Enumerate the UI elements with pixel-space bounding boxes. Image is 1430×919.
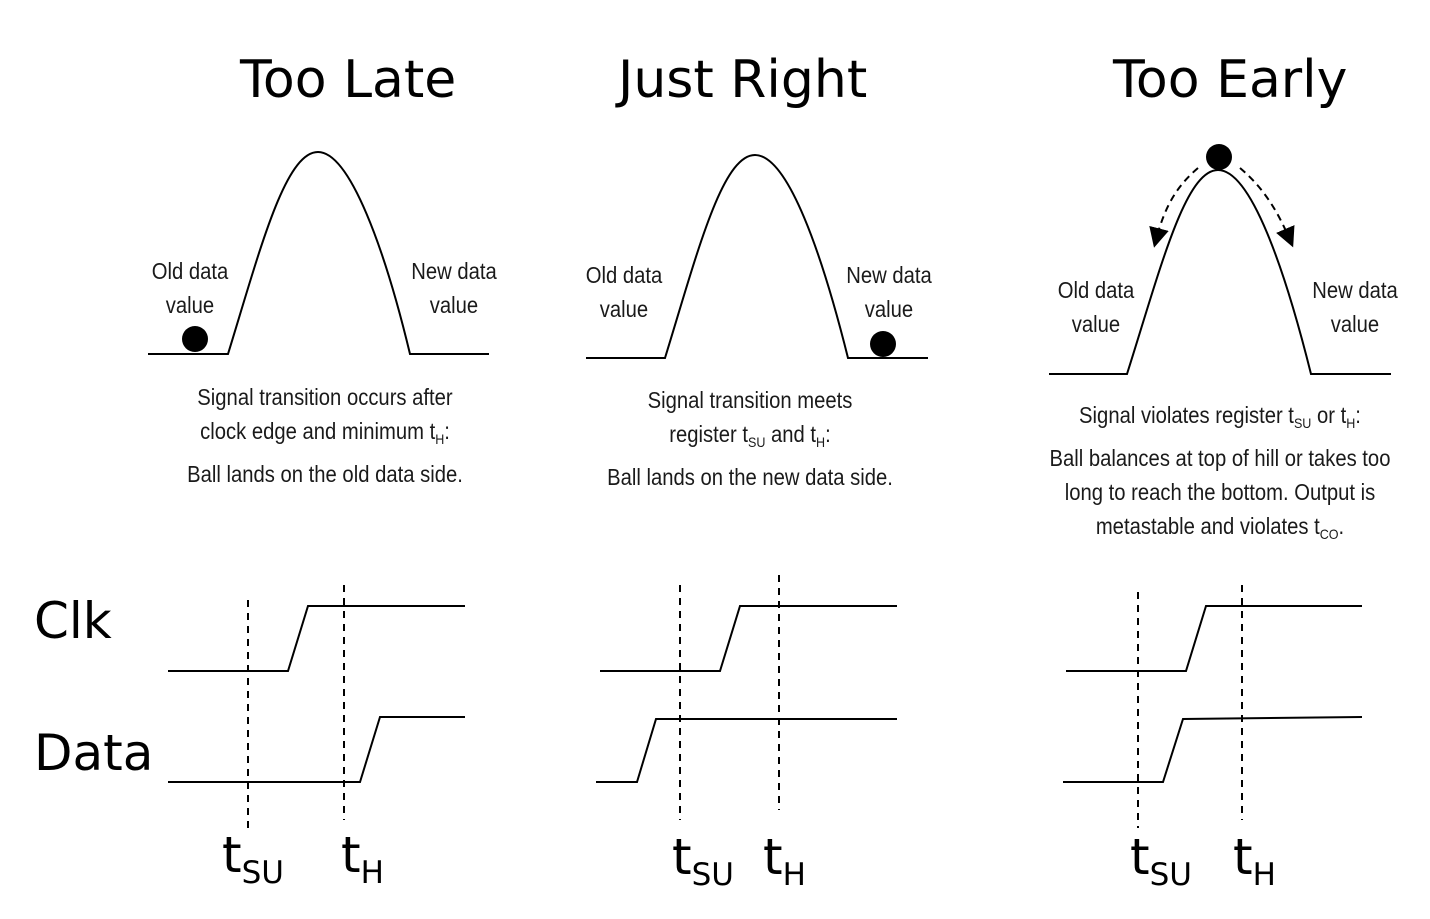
- th-marker-2: tH: [763, 828, 806, 893]
- title-just-right: Just Right: [618, 50, 868, 110]
- caption-too-early: Signal violates register tSU or tH: Ball…: [1049, 402, 1391, 543]
- ball-too-late: [182, 326, 208, 352]
- caption-just-right: Signal transition meets register tSU and…: [607, 387, 893, 490]
- old-data-label-2: Old data value: [585, 262, 663, 322]
- caption-too-late: Signal transition occurs after clock edg…: [187, 384, 463, 487]
- title-too-early: Too Early: [1113, 50, 1348, 110]
- data-waveform-1: [168, 716, 465, 783]
- old-data-label-1: Old data value: [151, 258, 229, 318]
- timing-too-early: [1063, 585, 1363, 828]
- tsu-marker-3: tSU: [1130, 828, 1192, 893]
- timing-just-right: [596, 575, 897, 820]
- clk-label: Clk: [34, 592, 112, 650]
- timing-too-late: [168, 585, 465, 830]
- tsu-marker-2: tSU: [672, 828, 734, 893]
- data-label: Data: [34, 724, 154, 782]
- hill-just-right: [586, 153, 928, 359]
- clk-waveform-3: [1066, 605, 1362, 672]
- clk-waveform-1: [168, 605, 465, 672]
- title-too-late: Too Late: [240, 50, 457, 110]
- clk-waveform-2: [600, 605, 897, 672]
- data-waveform-3: [1063, 716, 1363, 783]
- th-marker-3: tH: [1233, 828, 1276, 893]
- new-data-label-3: New data value: [1312, 277, 1398, 337]
- tsu-marker-1: tSU: [222, 826, 284, 891]
- new-data-label-2: New data value: [846, 262, 932, 322]
- arrow-right: [1239, 167, 1295, 248]
- ball-too-early: [1206, 144, 1232, 170]
- arrow-left: [1149, 167, 1199, 248]
- ball-just-right: [870, 331, 896, 357]
- old-data-label-3: Old data value: [1057, 277, 1135, 337]
- data-waveform-2: [596, 718, 897, 783]
- hill-too-early: [1049, 168, 1391, 375]
- new-data-label-1: New data value: [411, 258, 497, 318]
- th-marker-1: tH: [341, 826, 384, 891]
- hill-too-late: [148, 150, 489, 355]
